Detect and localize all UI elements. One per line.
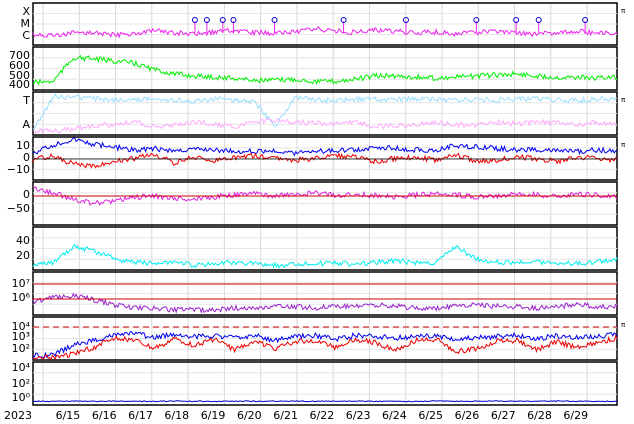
- series-line: [32, 137, 618, 157]
- x-tick-label: 6/21: [273, 409, 298, 422]
- y-tick-label: 500: [9, 69, 30, 82]
- y-tick-label: 10: [16, 139, 30, 152]
- series-line: [32, 331, 618, 359]
- series-line: [32, 243, 618, 269]
- x-tick-label: 6/19: [201, 409, 226, 422]
- series-line: [32, 334, 618, 361]
- year-label: 2023: [4, 409, 32, 422]
- y-tick-label: 10⁶: [12, 291, 31, 304]
- y-tick-label: 700: [9, 49, 30, 62]
- x-tick-label: 6/29: [563, 409, 588, 422]
- x-tick-label: 6/20: [237, 409, 262, 422]
- series-line: [32, 93, 618, 130]
- flare-marker: [271, 17, 278, 23]
- flare-marker: [191, 17, 198, 23]
- x-tick-label: 6/15: [56, 409, 81, 422]
- x-tick-label: 6/24: [382, 409, 407, 422]
- series-line: [32, 54, 618, 86]
- x-tick-label: 6/16: [92, 409, 117, 422]
- y-tick-label: 10²: [12, 342, 30, 355]
- y-tick-label: 400: [9, 78, 30, 91]
- flare-marker: [513, 17, 520, 23]
- panel-tag: π: [621, 96, 626, 104]
- panel-tag: π: [621, 141, 626, 149]
- x-tick-label: 6/23: [346, 409, 371, 422]
- y-tick-label: −50: [7, 202, 30, 215]
- panel-dst-index: 0−50: [7, 181, 618, 226]
- y-tick-label: 40: [16, 234, 30, 247]
- panel-particle-toggle: TAπ: [22, 91, 626, 136]
- y-tick-label: 20: [16, 249, 30, 262]
- x-tick-label: 6/25: [418, 409, 443, 422]
- y-tick-label: A: [22, 118, 30, 131]
- y-tick-label: 0: [23, 188, 30, 201]
- series-line: [32, 26, 618, 39]
- y-tick-label: −10: [7, 163, 30, 176]
- panel-tag: π: [621, 321, 626, 329]
- series-line: [32, 118, 618, 135]
- y-tick-label: M: [21, 17, 31, 30]
- flare-marker: [402, 17, 409, 23]
- y-tick-label: T: [22, 94, 30, 107]
- y-tick-label: 10³: [12, 330, 30, 343]
- flare-marker: [473, 17, 480, 23]
- x-tick-label: 6/17: [128, 409, 153, 422]
- y-tick-label: 10⁰: [12, 391, 31, 404]
- y-tick-label: X: [22, 5, 30, 18]
- flare-marker: [582, 17, 589, 23]
- y-tick-label: 10²: [12, 377, 30, 390]
- flare-marker: [535, 17, 542, 23]
- flare-marker: [340, 17, 347, 23]
- x-tick-label: 6/27: [491, 409, 516, 422]
- y-tick-label: 0: [23, 151, 30, 164]
- y-tick-label: 10⁷: [12, 277, 30, 290]
- flare-marker: [219, 17, 226, 23]
- y-tick-label: C: [22, 29, 30, 42]
- series-line: [32, 292, 618, 314]
- flare-marker: [203, 17, 210, 23]
- y-tick-label: 10⁴: [12, 320, 31, 333]
- y-tick-label: 10⁴: [12, 361, 31, 374]
- flare-marker: [230, 17, 237, 23]
- series-line: [32, 400, 618, 403]
- x-tick-label: 6/18: [164, 409, 189, 422]
- panel-imf-bt-bz: 100−10 π: [7, 136, 626, 181]
- x-tick-label: 6/26: [455, 409, 480, 422]
- y-tick-label: 600: [9, 59, 30, 72]
- x-tick-label: 6/22: [310, 409, 335, 422]
- x-tick-label: 6/28: [527, 409, 552, 422]
- series-line: [32, 151, 618, 169]
- panel-tag: π: [621, 7, 626, 15]
